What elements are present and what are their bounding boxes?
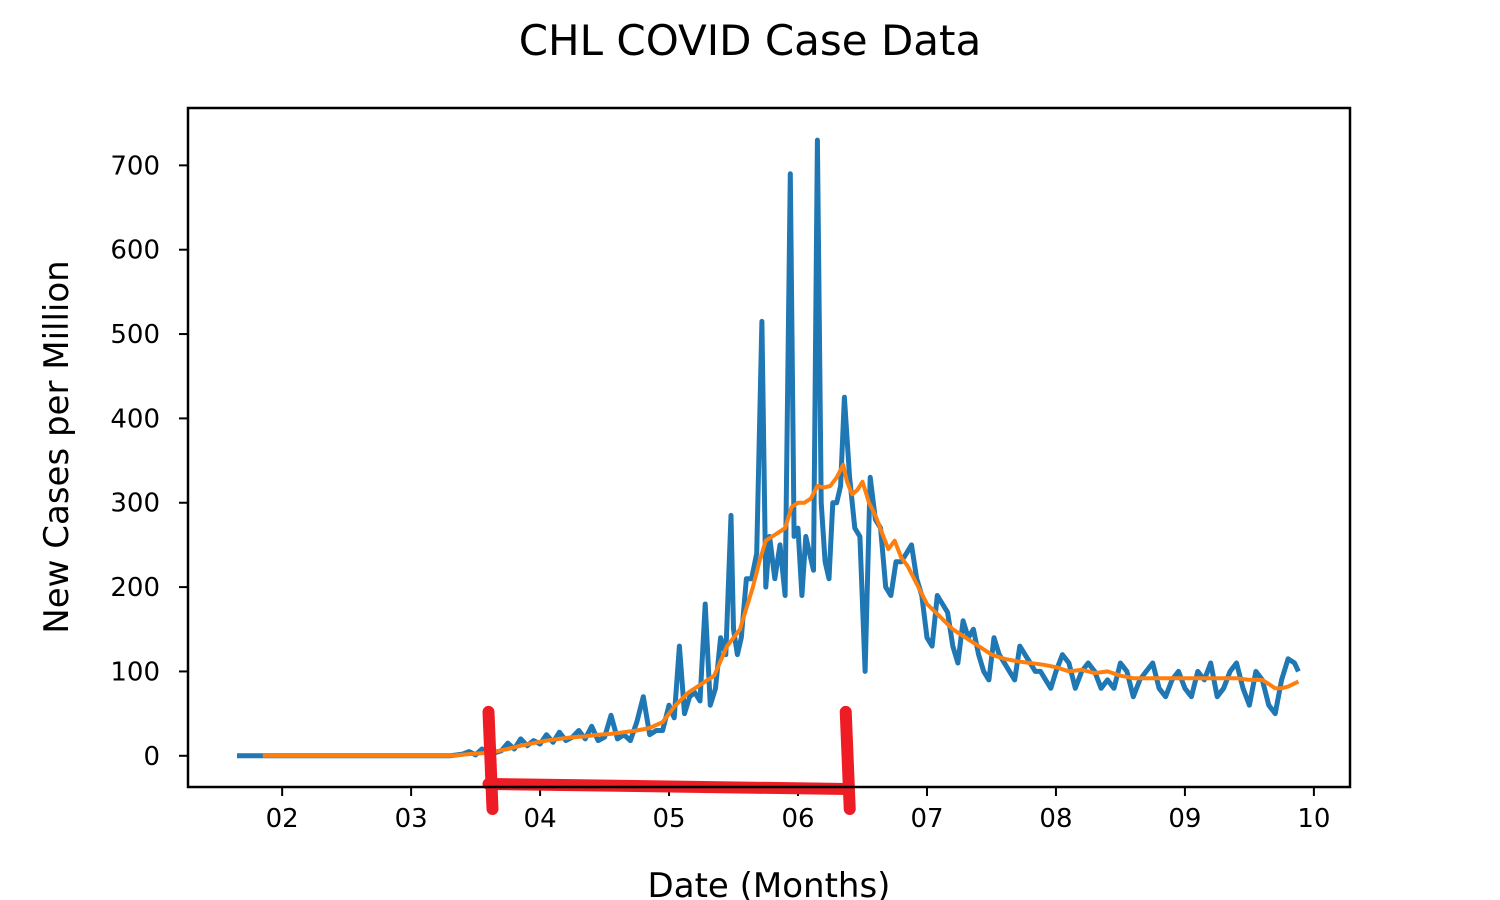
y-tick-label: 0 — [143, 742, 160, 772]
y-tick-label: 100 — [110, 657, 160, 687]
plot-frame — [186, 106, 1352, 789]
x-tick-label: 07 — [910, 804, 943, 834]
y-tick-label: 600 — [110, 236, 160, 266]
x-axis-label: Date (Months) — [648, 866, 891, 900]
x-tick-label: 03 — [395, 804, 428, 834]
plot-area — [188, 108, 1350, 787]
series-layer — [237, 137, 1301, 759]
series-line-1 — [262, 462, 1300, 758]
y-tick-label: 700 — [110, 151, 160, 181]
bracket-left-tick — [482, 705, 499, 815]
y-axis-label: New Cases per Million — [37, 260, 77, 633]
x-tick-label: 08 — [1039, 804, 1072, 834]
x-tick-label: 05 — [653, 804, 686, 834]
x-tick-label: 06 — [781, 804, 814, 834]
y-tick-label: 400 — [110, 404, 160, 434]
x-tick-label: 10 — [1297, 804, 1330, 834]
chart-title: CHL COVID Case Data — [519, 16, 982, 65]
x-tick-label: 02 — [266, 804, 299, 834]
y-tick-label: 300 — [110, 489, 160, 519]
y-tick-label: 500 — [110, 320, 160, 350]
x-tick-label: 04 — [524, 804, 557, 834]
x-tick-label: 09 — [1168, 804, 1201, 834]
y-tick-label: 200 — [110, 573, 160, 603]
